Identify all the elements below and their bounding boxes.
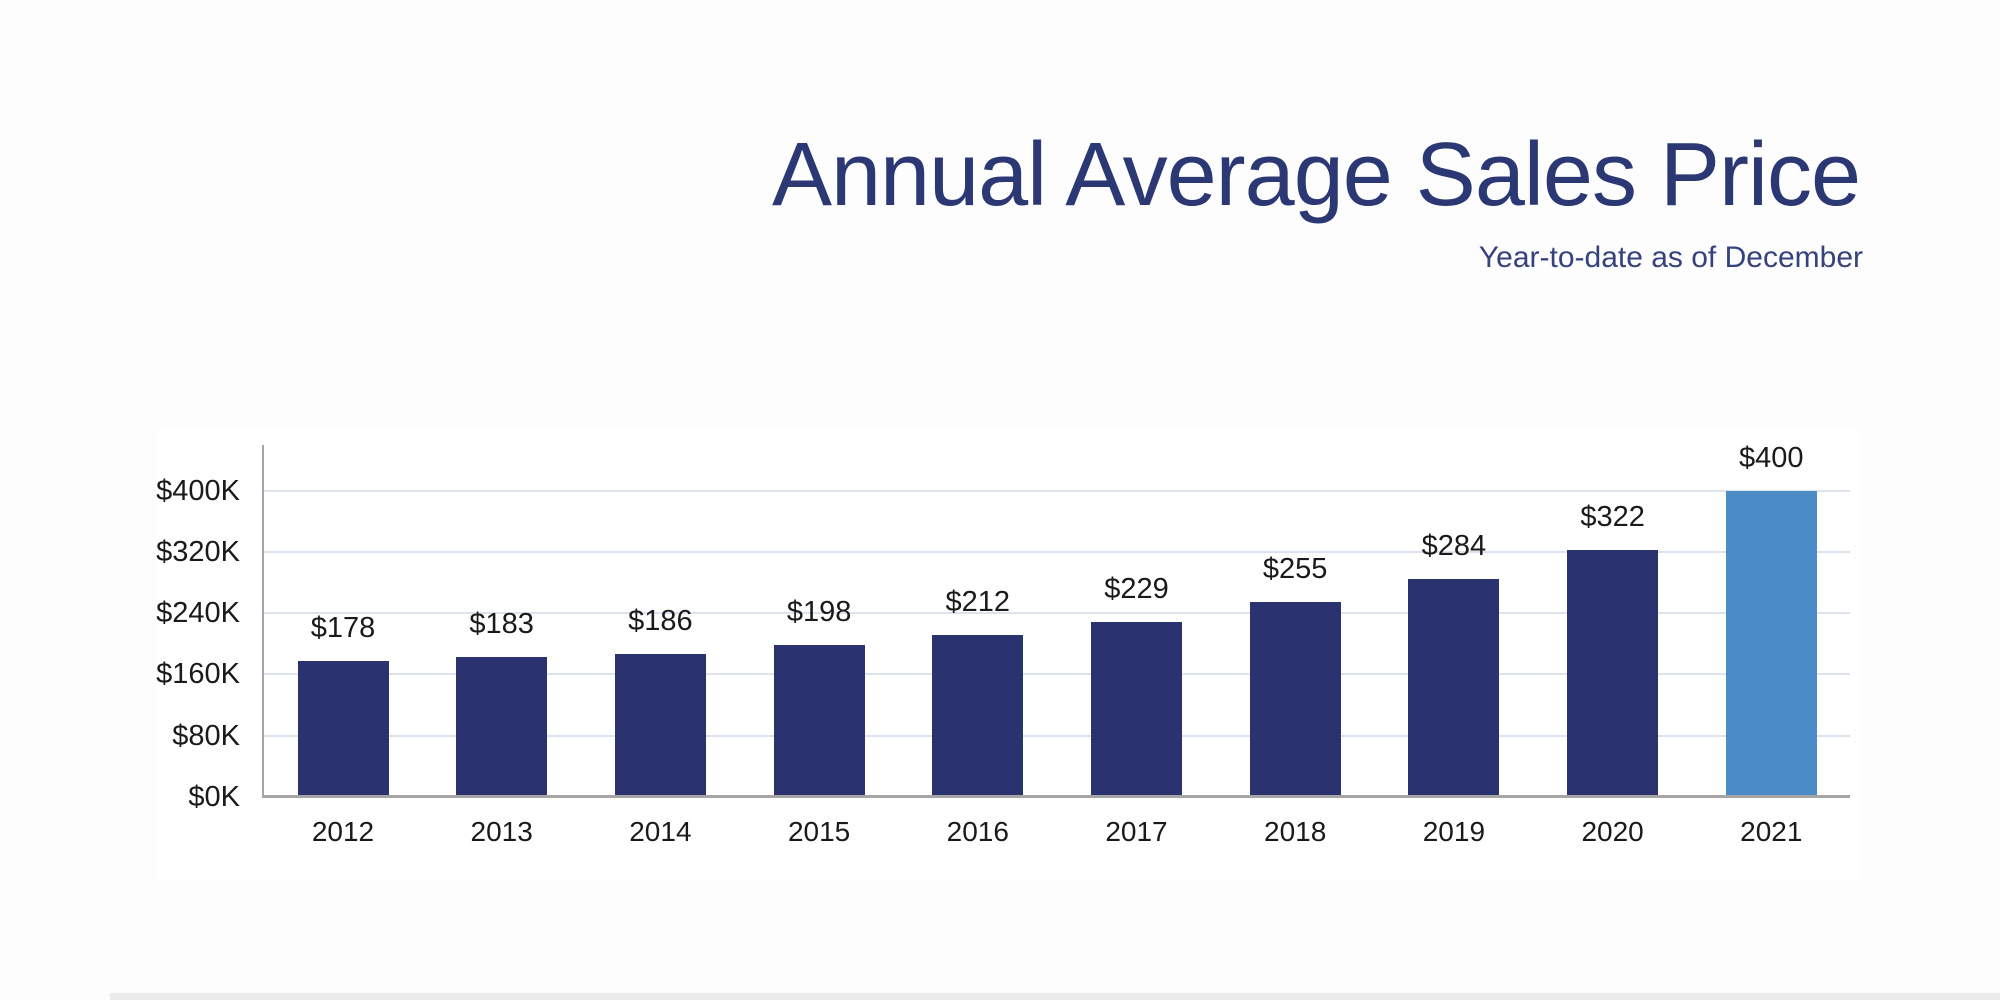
bar [456,656,548,797]
bar [1408,579,1500,797]
bar [932,634,1024,797]
gridline [263,550,1850,553]
chart-subtitle: Year-to-date as of December [1478,241,1863,274]
gridline [263,734,1850,737]
y-axis-tick-label: $400K [156,474,240,507]
gridline [263,489,1850,492]
x-axis-tick-label: 2016 [946,816,1009,847]
y-axis-line [262,445,264,797]
gridline [263,673,1850,676]
x-axis-tick-label: 2014 [629,816,692,847]
bar-value-label: $284 [1421,530,1487,563]
y-axis-tick-label: $0K [188,781,240,813]
x-axis-tick-label: 2020 [1581,816,1644,847]
x-axis-tick-label: 2012 [311,816,375,847]
bar-value-label: $212 [945,585,1011,618]
bar-value-label: $255 [1262,552,1328,585]
y-axis-tick-label: $160K [156,658,240,691]
bar [614,654,706,797]
x-axis-tick-label: 2015 [787,816,851,847]
y-axis-tick-label: $80K [172,719,240,752]
gridline [263,612,1850,615]
x-axis-tick-label: 2019 [1422,816,1486,847]
y-axis-tick-label: $240K [156,597,240,630]
bar-value-label: $183 [469,607,534,640]
bar-value-label: $400 [1739,441,1804,474]
bar [773,645,865,797]
bar [297,660,389,797]
x-axis-tick-label: 2018 [1264,816,1327,847]
bottom-edge-strip [110,993,2000,1000]
x-axis-tick-label: 2021 [1740,816,1803,847]
bar [1725,490,1817,797]
x-axis-line [262,795,1850,798]
y-axis-tick-label: $320K [156,535,240,568]
bar [1091,621,1182,797]
bar [1249,601,1341,797]
bar-value-label: $322 [1580,501,1645,534]
bar [1567,550,1659,797]
bar-value-label: $229 [1104,572,1169,605]
bar-value-label: $186 [628,605,693,638]
bar-value-label: $198 [786,596,852,629]
chart-title: Annual Average Sales Price [771,125,1861,225]
x-axis-tick-label: 2013 [470,816,533,847]
x-axis-tick-label: 2017 [1105,816,1168,847]
bar-value-label: $178 [310,611,376,644]
